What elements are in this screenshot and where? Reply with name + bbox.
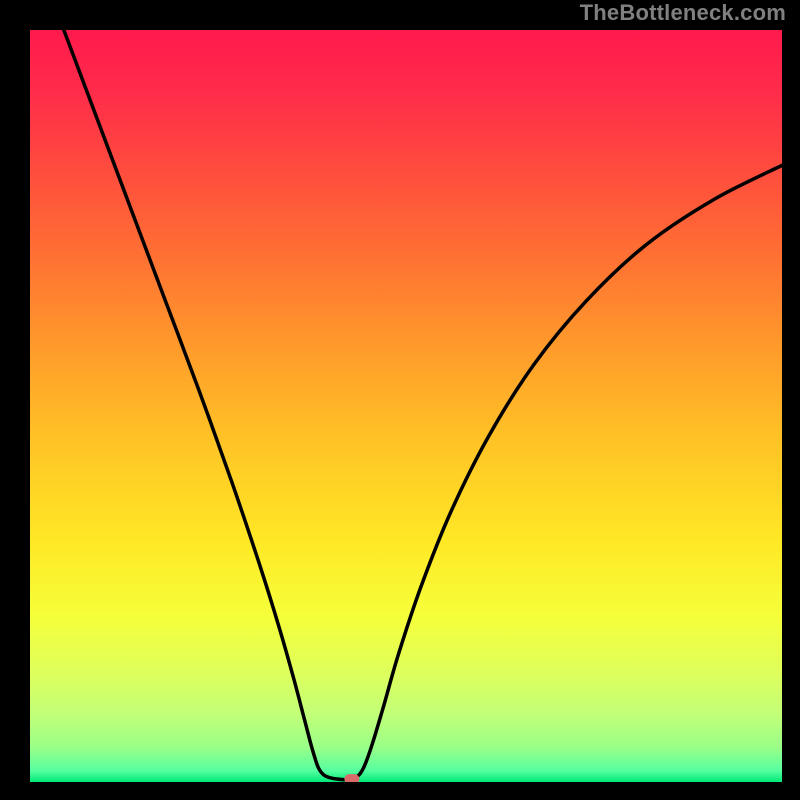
frame-border-right	[782, 0, 800, 800]
frame-border-bottom	[0, 782, 800, 800]
chart-container: TheBottleneck.com	[0, 0, 800, 800]
gradient-background	[30, 30, 782, 782]
frame-border-left	[0, 0, 30, 800]
bottleneck-chart	[30, 30, 782, 782]
optimum-marker	[344, 774, 359, 782]
watermark-text: TheBottleneck.com	[580, 0, 786, 26]
